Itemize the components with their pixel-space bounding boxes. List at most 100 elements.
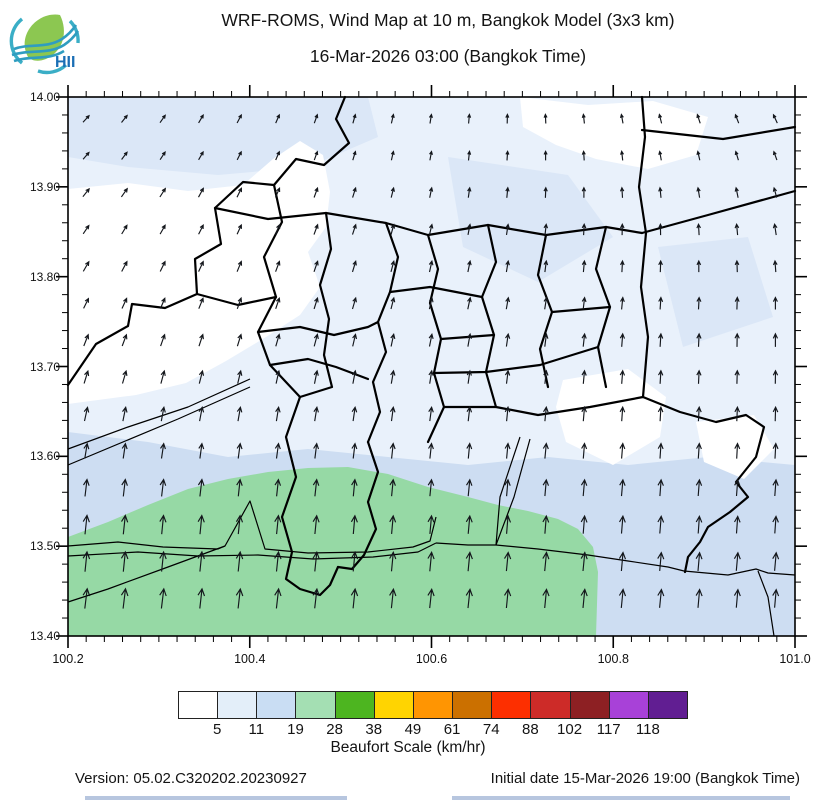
wind-arrow xyxy=(274,514,282,535)
wind-arrow xyxy=(274,587,282,609)
y-tick-label: 13.70 xyxy=(29,359,60,374)
wind-arrow xyxy=(696,405,702,422)
wind-arrow xyxy=(542,514,550,534)
wind-arrow xyxy=(198,406,205,422)
axis-ticks xyxy=(56,85,807,648)
wind-arrow xyxy=(543,259,549,273)
wind-arrow xyxy=(160,369,166,384)
wind-arrow xyxy=(352,186,357,198)
wind-arrow xyxy=(658,150,663,161)
wind-arrow xyxy=(658,222,663,236)
wind-arrow xyxy=(121,333,128,347)
wind-arrow xyxy=(274,186,281,198)
wind-arrow xyxy=(543,332,549,347)
wind-arrow xyxy=(658,296,664,310)
wind-arrow xyxy=(159,187,167,198)
wind-arrow xyxy=(198,442,205,459)
wind-arrow xyxy=(772,588,780,608)
wind-arrow xyxy=(504,514,512,534)
wind-arrow xyxy=(505,113,510,124)
colorbar-tick-label: 5 xyxy=(212,721,222,738)
wind-arrow xyxy=(734,186,739,198)
wind-arrow xyxy=(580,588,588,608)
wind-arrow xyxy=(657,369,664,384)
y-tick-label: 13.80 xyxy=(29,269,60,284)
wind-arrow xyxy=(121,369,128,384)
wind-arrow xyxy=(465,551,473,572)
wind-arrow xyxy=(236,260,243,272)
wind-arrow xyxy=(581,186,587,198)
wind-arrow xyxy=(772,551,780,571)
wind-arrow xyxy=(581,405,587,422)
clipped-text-line-left xyxy=(85,796,347,800)
wind-arrow xyxy=(580,551,588,572)
wind-arrow xyxy=(313,113,319,124)
wind-arrow xyxy=(580,478,588,497)
wind-arrow xyxy=(772,442,779,459)
wind-arrow xyxy=(581,369,587,384)
wind-arrow xyxy=(82,514,90,535)
wind-arrow xyxy=(198,224,204,235)
fill-white-north xyxy=(520,97,708,169)
wind-arrow xyxy=(312,478,320,497)
wind-arrow xyxy=(542,442,549,459)
wind-arrow xyxy=(581,296,587,310)
wind-arrow xyxy=(772,223,778,236)
wind-arrow xyxy=(389,406,396,422)
wind-arrow xyxy=(619,405,626,422)
wind-arrow xyxy=(620,150,624,161)
wind-arrow xyxy=(428,442,434,459)
wind-arrow xyxy=(313,150,319,161)
wind-arrow xyxy=(658,259,663,273)
wind-arrow xyxy=(657,405,664,422)
wind-arrow xyxy=(505,259,510,273)
wind-arrow xyxy=(121,114,128,123)
fill-white-east xyxy=(556,369,666,465)
wind-arrow xyxy=(312,550,320,572)
wind-arrow xyxy=(466,478,473,497)
wind-arrow xyxy=(657,478,664,497)
wind-arrow xyxy=(160,405,166,422)
wind-arrow xyxy=(313,369,319,384)
wind-arrow xyxy=(696,369,702,384)
wind-arrow xyxy=(236,478,243,497)
wind-arrow xyxy=(467,113,472,124)
wind-arrow xyxy=(121,297,128,309)
wind-arrow xyxy=(695,514,703,534)
colorbar-tick-label: 88 xyxy=(522,721,539,738)
colorbar-tick-label: 49 xyxy=(404,721,422,738)
wind-arrow xyxy=(235,514,244,535)
wind-arrow xyxy=(695,478,703,497)
fill-green-coastal xyxy=(68,467,598,636)
coastline xyxy=(67,378,796,637)
wind-arrow xyxy=(618,551,627,572)
wind-arrow xyxy=(120,550,129,572)
clipped-text-line-right xyxy=(452,796,790,800)
wind-arrow xyxy=(198,369,205,384)
wind-arrow xyxy=(236,333,243,347)
colorbar-cell xyxy=(295,691,336,719)
colorbar-cell xyxy=(217,691,258,719)
wind-arrow xyxy=(772,113,778,124)
wind-arrow xyxy=(83,333,90,347)
wind-arrow xyxy=(198,260,204,272)
wind-arrow xyxy=(505,332,511,347)
wind-arrow xyxy=(505,296,511,310)
wind-arrow xyxy=(734,405,741,422)
wind-arrow xyxy=(159,297,166,309)
logo-wave-1 xyxy=(13,24,78,51)
fill-white-west xyxy=(68,141,330,404)
wind-arrow xyxy=(619,369,626,384)
colorbar-tick-label: 19 xyxy=(287,721,304,738)
wind-arrow xyxy=(581,259,587,273)
wind-arrow xyxy=(235,587,244,609)
wind-arrow xyxy=(159,150,166,161)
wind-arrow xyxy=(313,186,319,198)
wind-arrow xyxy=(581,113,586,124)
wind-arrow xyxy=(734,113,740,124)
wind-arrow xyxy=(619,332,626,347)
colorbar-cell xyxy=(412,691,454,719)
wind-arrow xyxy=(390,113,395,124)
wind-arrow xyxy=(197,550,205,572)
